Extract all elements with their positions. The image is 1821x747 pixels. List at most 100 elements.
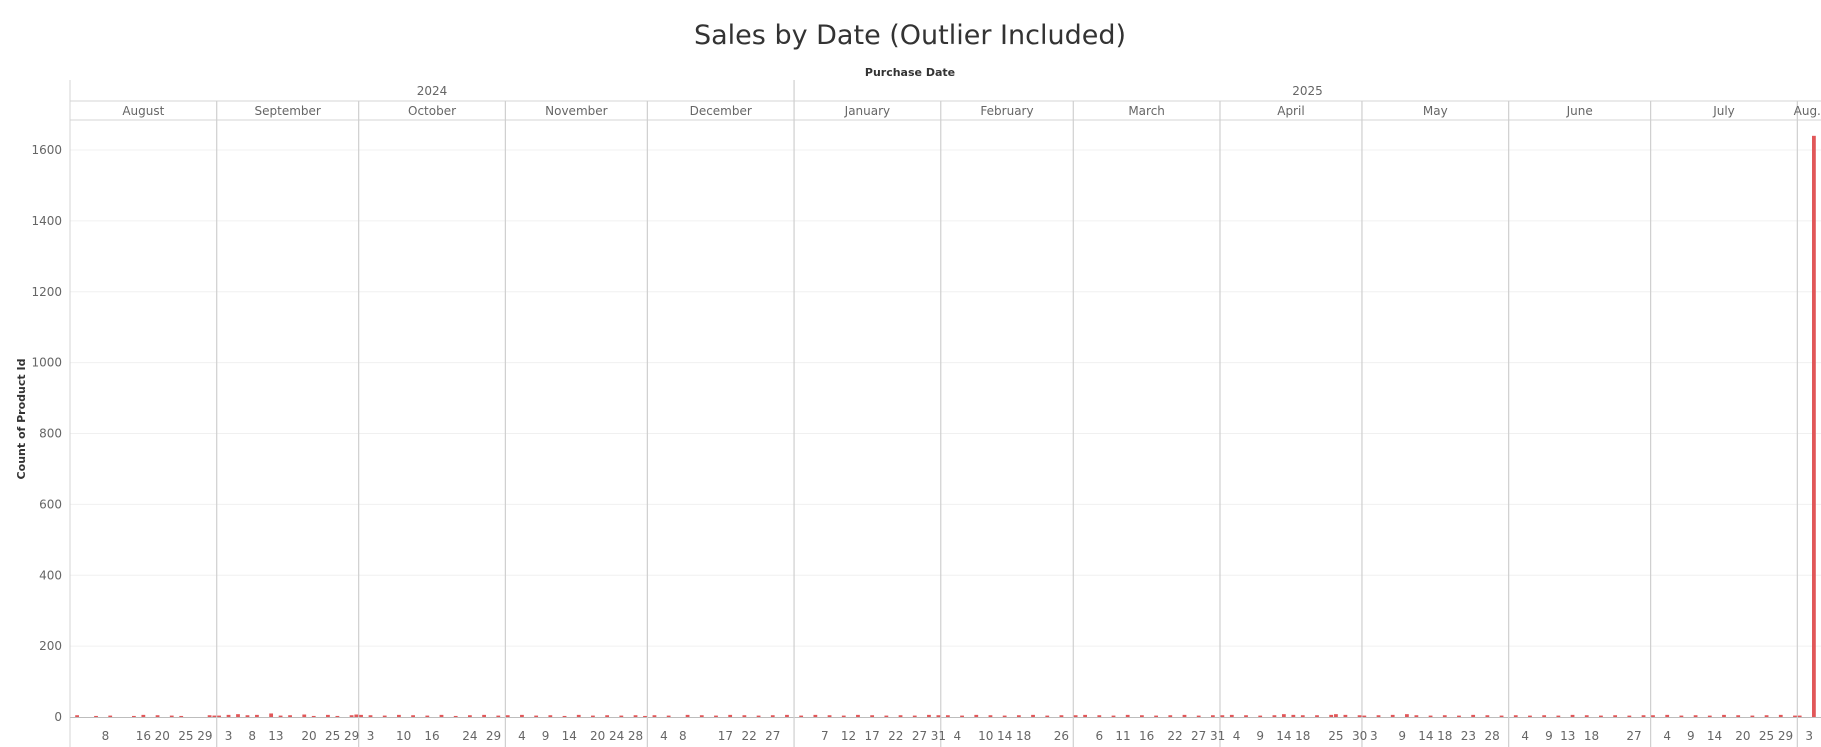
bar (131, 715, 136, 717)
x-tick: 23 (1461, 729, 1476, 743)
bar (1797, 715, 1802, 717)
x-tick: 31 (931, 729, 946, 743)
bar (179, 715, 184, 717)
y-tick-0: 0 (54, 710, 62, 724)
bar (1793, 715, 1797, 717)
x-tick: 12 (841, 729, 856, 743)
bar (354, 714, 359, 717)
x-tick: 25 (1328, 729, 1343, 743)
year-label-2024: 2024 (417, 84, 448, 98)
x-tick: 3 (367, 729, 375, 743)
x-tick: 9 (1545, 729, 1553, 743)
bar (799, 715, 804, 717)
x-tick: 29 (1778, 729, 1793, 743)
x-tick: 17 (718, 729, 733, 743)
x-tick: 26 (1054, 729, 1069, 743)
bar (685, 714, 690, 717)
bar (453, 715, 458, 717)
bar (169, 715, 174, 717)
bar (1556, 715, 1561, 717)
bar (1528, 715, 1532, 717)
x-tick: 24 (609, 729, 624, 743)
bar (742, 715, 747, 717)
x-tick: 9 (1687, 729, 1695, 743)
bar (1414, 715, 1419, 717)
bar (1244, 715, 1248, 717)
bar (1707, 715, 1712, 717)
x-tick: 4 (954, 729, 962, 743)
year-label-2025: 2025 (1292, 84, 1323, 98)
x-tick: 18 (1016, 729, 1031, 743)
bar (425, 715, 430, 717)
bar (1111, 715, 1116, 717)
bar (643, 715, 647, 717)
year-headers: 2024 2025 (417, 84, 1323, 98)
month-label-8: April (1277, 104, 1304, 118)
x-tick: 28 (628, 729, 643, 743)
bar (534, 715, 539, 717)
bar (1272, 715, 1277, 717)
y-tick-1000: 1000 (31, 356, 62, 370)
bar (1722, 714, 1726, 717)
x-tick: 20 (590, 729, 605, 743)
x-tick: 7 (821, 729, 829, 743)
bar (520, 714, 524, 717)
bar (288, 715, 292, 717)
bar (1073, 715, 1078, 717)
x-tick: 16 (424, 729, 439, 743)
bar (562, 715, 567, 717)
y-tick-400: 400 (39, 568, 62, 582)
bar (382, 715, 387, 717)
x-tick: 29 (344, 729, 359, 743)
x-tick: 4 (518, 729, 526, 743)
x-tick: 3 (1370, 729, 1378, 743)
x-tick: 3 (1805, 729, 1813, 743)
x-tick: 20 (1735, 729, 1750, 743)
bar (1764, 715, 1769, 717)
bar (1168, 715, 1173, 717)
bar (1679, 715, 1684, 717)
month-label-9: May (1423, 104, 1448, 118)
bar (1665, 714, 1670, 717)
bar (1059, 715, 1064, 717)
x-tick: 27 (1191, 729, 1206, 743)
bar (207, 715, 212, 717)
x-tick: 10 (396, 729, 411, 743)
bar (841, 715, 846, 717)
x-tick: 17 (865, 729, 880, 743)
month-label-12: Aug.. (1794, 104, 1821, 118)
x-tick: 8 (102, 729, 110, 743)
bar (278, 715, 283, 717)
bar (1693, 715, 1698, 717)
bar (94, 715, 98, 717)
bar (974, 714, 979, 717)
y-tick-200: 200 (39, 639, 62, 653)
bar (1513, 715, 1518, 717)
bar (505, 715, 510, 717)
bar (269, 713, 274, 717)
x-tick: 9 (1256, 729, 1264, 743)
bar (439, 714, 444, 717)
column-header-purchase-date: Purchase Date (865, 66, 955, 79)
bar (605, 715, 610, 717)
bar (1196, 715, 1201, 717)
bar (1485, 715, 1490, 717)
bar (397, 714, 401, 717)
month-label-1: September (255, 104, 321, 118)
bar (155, 715, 160, 717)
x-tick: 22 (888, 729, 903, 743)
bar (1570, 714, 1575, 717)
y-tick-1600: 1600 (31, 143, 62, 157)
x-tick: 27 (1626, 729, 1641, 743)
bar (884, 715, 889, 717)
x-tick: 9 (1398, 729, 1406, 743)
x-tick: 30 (1352, 729, 1367, 743)
bar (856, 714, 860, 717)
bar (936, 715, 941, 717)
x-tick: 14 (562, 729, 577, 743)
bar (898, 715, 903, 717)
bar (1315, 715, 1319, 717)
bar (619, 715, 624, 717)
bar (1405, 714, 1409, 717)
